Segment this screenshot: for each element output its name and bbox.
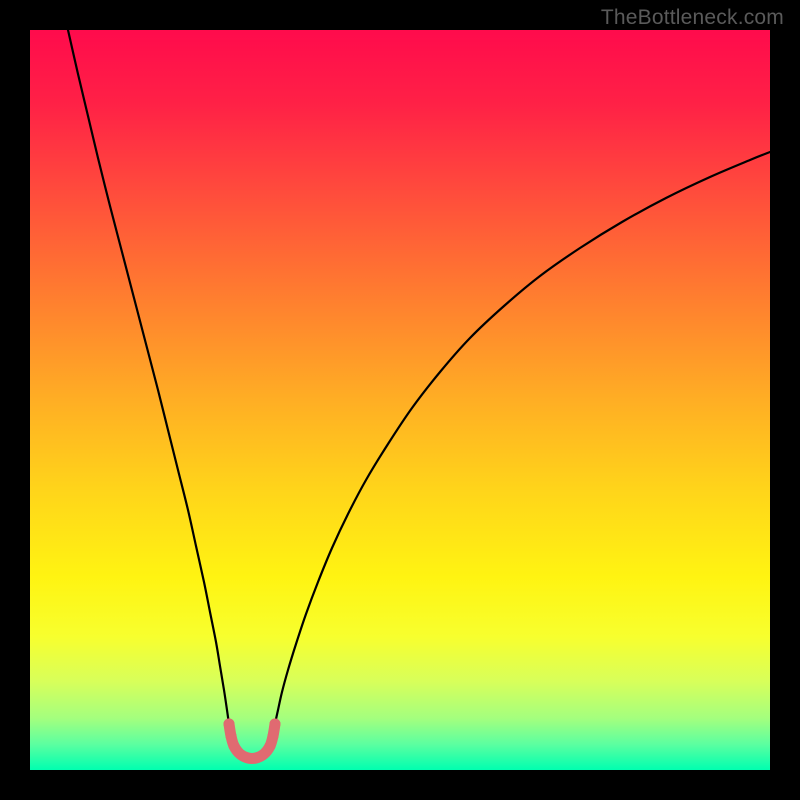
- watermark-text: TheBottleneck.com: [601, 6, 784, 30]
- curve-left: [68, 30, 231, 736]
- chart-frame: [0, 0, 800, 800]
- curve-right: [273, 152, 770, 736]
- curves-layer: [30, 30, 770, 770]
- plot-area: [30, 30, 770, 770]
- valley-marker: [229, 724, 275, 759]
